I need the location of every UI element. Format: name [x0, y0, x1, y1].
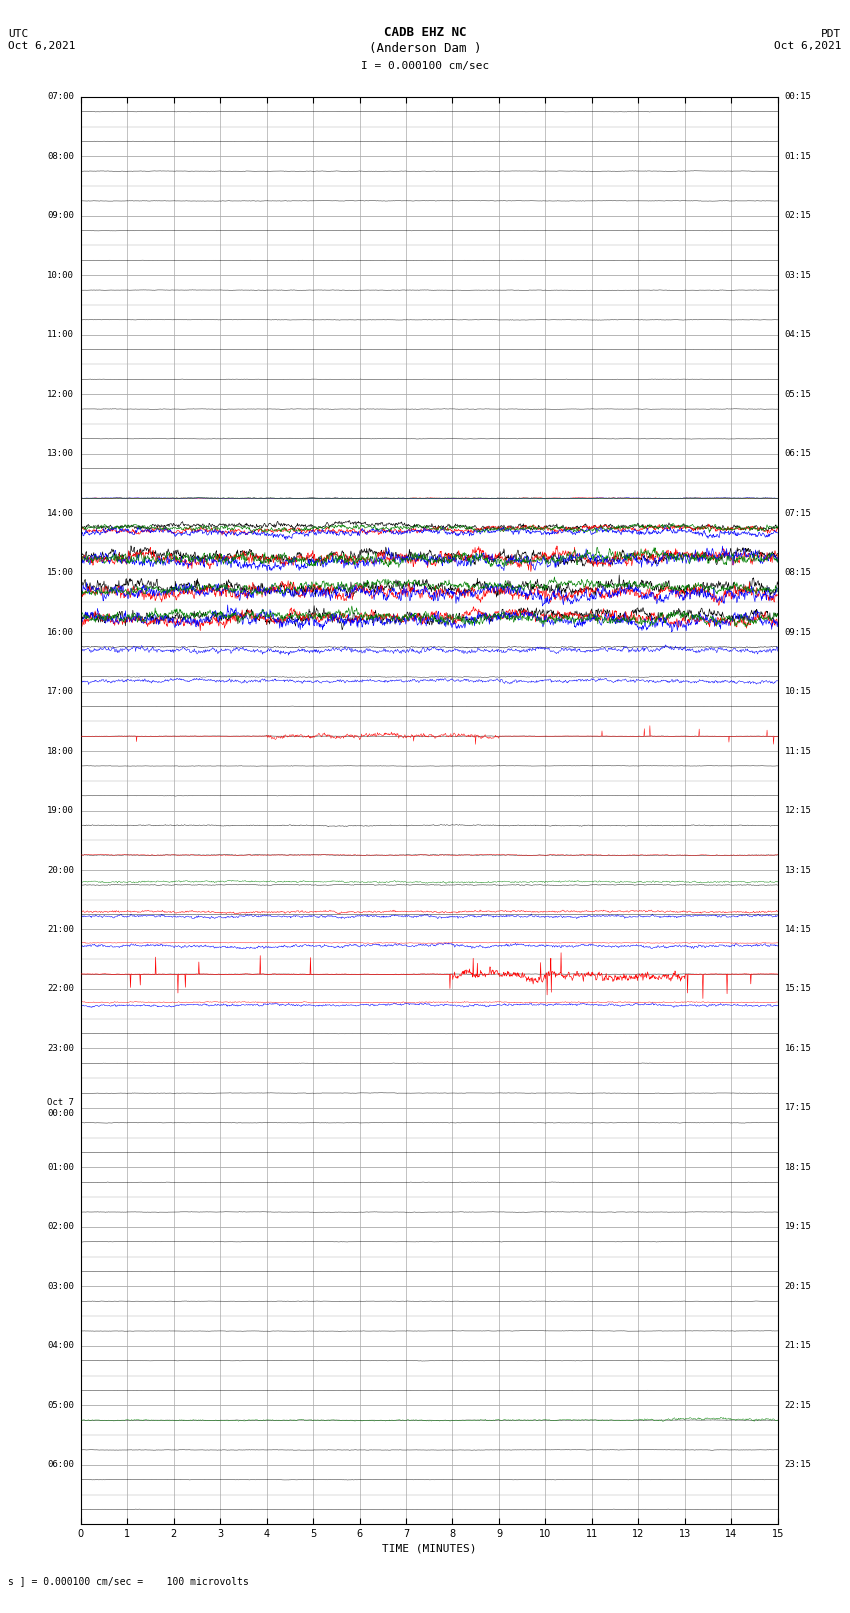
Text: 16:00: 16:00 — [47, 627, 74, 637]
Text: 05:00: 05:00 — [47, 1400, 74, 1410]
Text: s ] = 0.000100 cm/sec =    100 microvolts: s ] = 0.000100 cm/sec = 100 microvolts — [8, 1576, 249, 1586]
Text: 16:15: 16:15 — [785, 1044, 812, 1053]
Text: 15:15: 15:15 — [785, 984, 812, 994]
Text: 05:15: 05:15 — [785, 390, 812, 398]
Text: 08:00: 08:00 — [47, 152, 74, 161]
Text: 19:00: 19:00 — [47, 806, 74, 815]
Text: 10:15: 10:15 — [785, 687, 812, 697]
Text: 22:00: 22:00 — [47, 984, 74, 994]
Text: 12:00: 12:00 — [47, 390, 74, 398]
Text: 08:15: 08:15 — [785, 568, 812, 577]
Text: (Anderson Dam ): (Anderson Dam ) — [369, 42, 481, 55]
Text: 14:15: 14:15 — [785, 924, 812, 934]
Text: 06:15: 06:15 — [785, 448, 812, 458]
Text: 02:15: 02:15 — [785, 211, 812, 221]
Text: I = 0.000100 cm/sec: I = 0.000100 cm/sec — [361, 61, 489, 71]
Text: 09:00: 09:00 — [47, 211, 74, 221]
Text: 11:00: 11:00 — [47, 331, 74, 339]
Text: 13:00: 13:00 — [47, 448, 74, 458]
Text: 21:00: 21:00 — [47, 924, 74, 934]
Text: 23:15: 23:15 — [785, 1460, 812, 1469]
Text: 22:15: 22:15 — [785, 1400, 812, 1410]
Text: 07:00: 07:00 — [47, 92, 74, 102]
Text: 03:15: 03:15 — [785, 271, 812, 279]
Text: 13:15: 13:15 — [785, 866, 812, 874]
Text: 19:15: 19:15 — [785, 1223, 812, 1231]
Text: 17:15: 17:15 — [785, 1103, 812, 1113]
Text: 04:00: 04:00 — [47, 1342, 74, 1350]
Text: 06:00: 06:00 — [47, 1460, 74, 1469]
Text: 11:15: 11:15 — [785, 747, 812, 755]
Text: 02:00: 02:00 — [47, 1223, 74, 1231]
Text: 20:15: 20:15 — [785, 1282, 812, 1290]
Text: 12:15: 12:15 — [785, 806, 812, 815]
Text: 07:15: 07:15 — [785, 508, 812, 518]
Text: 10:00: 10:00 — [47, 271, 74, 279]
Text: 00:15: 00:15 — [785, 92, 812, 102]
Text: 20:00: 20:00 — [47, 866, 74, 874]
Text: 18:15: 18:15 — [785, 1163, 812, 1173]
Text: 15:00: 15:00 — [47, 568, 74, 577]
Text: PDT
Oct 6,2021: PDT Oct 6,2021 — [774, 29, 842, 50]
Text: 21:15: 21:15 — [785, 1342, 812, 1350]
X-axis label: TIME (MINUTES): TIME (MINUTES) — [382, 1544, 477, 1553]
Text: 01:15: 01:15 — [785, 152, 812, 161]
Text: Oct 7
00:00: Oct 7 00:00 — [47, 1098, 74, 1118]
Text: 04:15: 04:15 — [785, 331, 812, 339]
Text: 17:00: 17:00 — [47, 687, 74, 697]
Text: 01:00: 01:00 — [47, 1163, 74, 1173]
Text: 09:15: 09:15 — [785, 627, 812, 637]
Text: 14:00: 14:00 — [47, 508, 74, 518]
Text: 23:00: 23:00 — [47, 1044, 74, 1053]
Text: 03:00: 03:00 — [47, 1282, 74, 1290]
Text: UTC
Oct 6,2021: UTC Oct 6,2021 — [8, 29, 76, 50]
Text: CADB EHZ NC: CADB EHZ NC — [383, 26, 467, 39]
Text: 18:00: 18:00 — [47, 747, 74, 755]
